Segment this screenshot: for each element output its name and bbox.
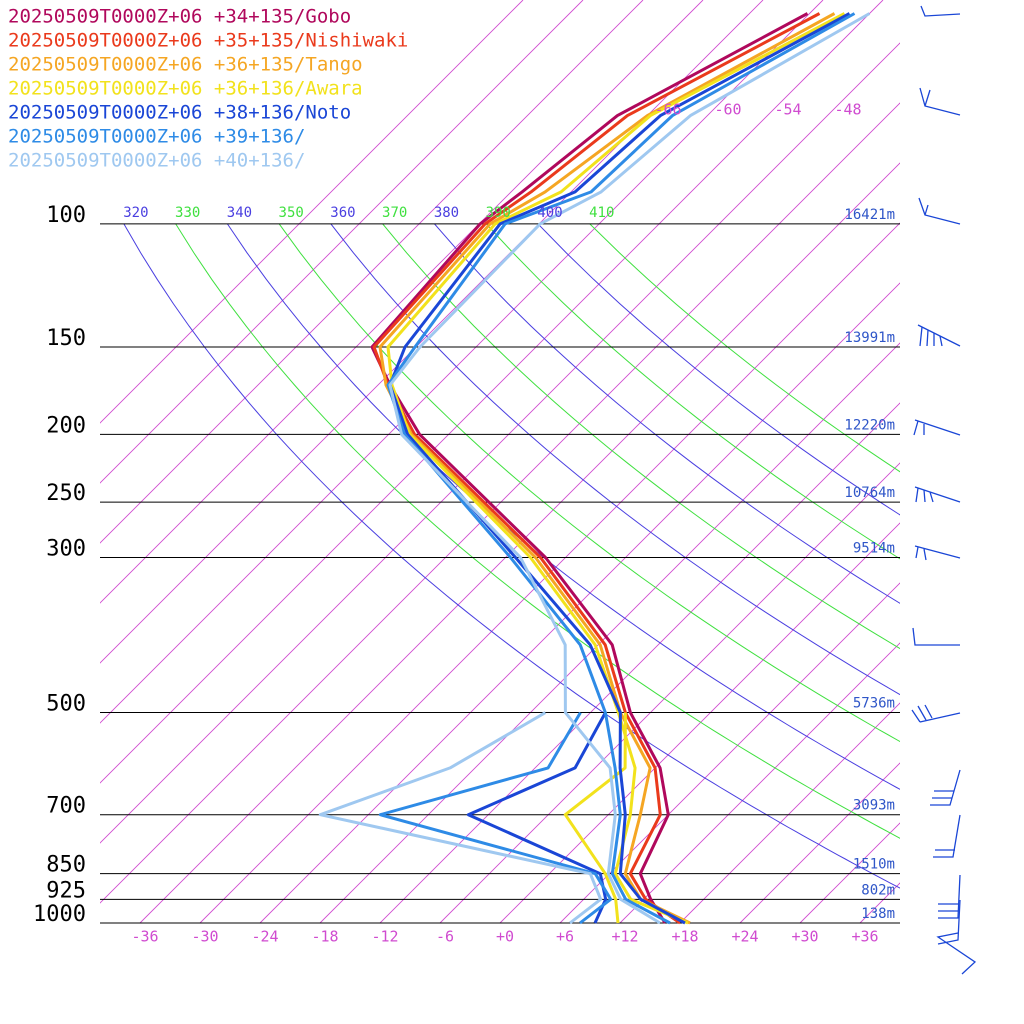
isotherm	[100, 42, 900, 844]
theta-label: 380	[434, 205, 459, 221]
isotherm	[379, 402, 900, 923]
height-label: 802m	[861, 882, 895, 898]
x-tick-label: +30	[791, 928, 818, 946]
pressure-label: 700	[46, 794, 86, 819]
pressure-label: 250	[46, 481, 86, 506]
isotherm	[619, 642, 900, 923]
adiabat	[175, 224, 900, 839]
isotherm	[199, 222, 900, 923]
isotherm-label: -48	[834, 101, 861, 119]
legend-entry: 20250509T0000Z+06 +35+135/Nishiwaki	[8, 30, 408, 52]
x-tick-label: +36	[851, 928, 878, 946]
pressure-grid	[100, 223, 900, 924]
temperature-profile	[370, 12, 809, 924]
theta-label: 350	[279, 205, 304, 221]
theta-label: 390	[486, 205, 511, 221]
dewpoint-profile	[318, 711, 603, 925]
isotherm	[319, 342, 900, 923]
pressure-label: 150	[46, 326, 86, 351]
theta-label: 410	[589, 205, 614, 221]
x-tick-label: +18	[671, 928, 698, 946]
x-tick-label: +24	[731, 928, 758, 946]
adiabat-lines	[123, 224, 900, 889]
x-tick-label: +0	[496, 928, 514, 946]
theta-label: 330	[175, 205, 200, 221]
isotherm-label: -60	[714, 101, 741, 119]
legend-entry: 20250509T0000Z+06 +40+136/	[8, 150, 305, 172]
isotherm	[799, 822, 900, 923]
isotherm-label: -66	[654, 101, 681, 119]
labels: 320 330 340 350 360 370 380 390 400 410 100 16421m 1…	[8, 6, 895, 946]
x-tick-label: -6	[436, 928, 454, 946]
legend-entry: 20250509T0000Z+06 +36+135/Tango	[8, 54, 363, 76]
isotherm	[100, 0, 884, 784]
temperature-profile	[386, 12, 856, 925]
pressure-label: 300	[46, 536, 86, 561]
legend-entry: 20250509T0000Z+06 +36+136/Awara	[8, 78, 363, 100]
isotherm	[559, 582, 900, 923]
dewpoint-profile	[378, 711, 613, 925]
x-tick-label: -30	[191, 928, 218, 946]
isotherm	[739, 762, 900, 923]
pressure-label: 850	[46, 853, 86, 878]
height-label: 12220m	[844, 417, 895, 433]
height-label: 3093m	[853, 798, 895, 814]
isotherm	[100, 0, 584, 484]
isotherm	[139, 162, 900, 923]
height-label: 10764m	[844, 485, 895, 501]
height-label: 1510m	[853, 857, 895, 873]
wind-barbs	[911, 5, 977, 975]
height-label: 9514m	[853, 540, 895, 556]
background-lines	[100, 0, 900, 923]
isotherm	[439, 462, 900, 923]
isotherm	[100, 0, 824, 724]
adiabat	[537, 224, 900, 516]
x-tick-label: +12	[611, 928, 638, 946]
theta-label: 320	[123, 205, 148, 221]
x-tick-label: -24	[251, 928, 278, 946]
profiles	[318, 12, 871, 925]
isotherm	[679, 702, 900, 923]
legend-entry: 20250509T0000Z+06 +34+135/Gobo	[8, 6, 351, 28]
theta-label: 370	[382, 205, 407, 221]
pressure-label: 500	[46, 692, 86, 717]
pressure-label: 100	[46, 203, 86, 228]
isotherm	[100, 102, 900, 904]
legend-entry: 20250509T0000Z+06 +38+136/Noto	[8, 102, 351, 124]
pressure-label: 1000	[33, 902, 86, 927]
legend-entry: 20250509T0000Z+06 +39+136/	[8, 126, 305, 148]
isotherm	[100, 0, 524, 424]
pressure-label: 200	[46, 413, 86, 438]
height-label: 5736m	[853, 696, 895, 712]
x-tick-label: +6	[556, 928, 574, 946]
theta-label: 340	[227, 205, 252, 221]
temperature-profile	[378, 12, 836, 925]
height-label: 16421m	[844, 207, 895, 223]
x-tick-label: -36	[131, 928, 158, 946]
isotherm	[100, 0, 644, 544]
temperature-profile	[372, 12, 821, 925]
pressure-label: 925	[46, 878, 86, 903]
height-label: 138m	[861, 906, 895, 922]
temperature-profile	[386, 12, 846, 925]
isotherm	[100, 0, 704, 604]
isotherm-label: -54	[774, 101, 801, 119]
x-tick-label: -12	[371, 928, 398, 946]
theta-label: 400	[537, 205, 562, 221]
temperature-profile	[388, 12, 851, 925]
isotherm	[259, 282, 900, 923]
height-label: 13991m	[844, 330, 895, 346]
x-tick-label: -18	[311, 928, 338, 946]
dewpoint-profile	[563, 712, 627, 924]
temperature-profile	[388, 12, 871, 925]
theta-label: 360	[330, 205, 355, 221]
